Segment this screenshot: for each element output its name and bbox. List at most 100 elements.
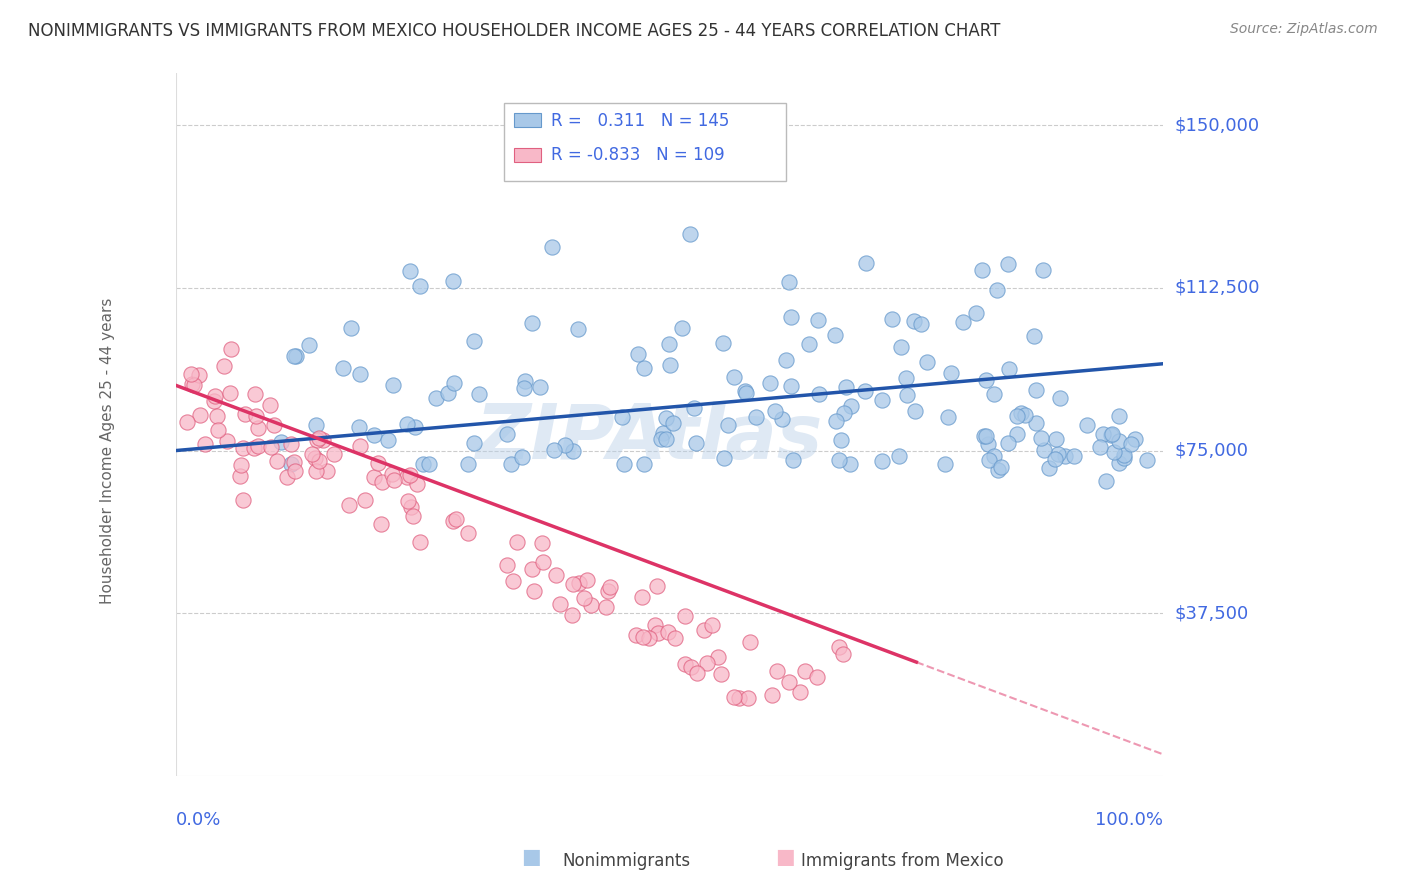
Text: R = -0.833   N = 109: R = -0.833 N = 109 [551, 146, 724, 164]
Point [1123, 432, 1146, 446]
Point [363, 428, 385, 442]
Point [713, 450, 735, 465]
Point [986, 283, 1008, 297]
Bar [513, 148, 541, 162]
Point [332, 361, 354, 376]
Point [349, 439, 371, 453]
Point [495, 558, 517, 572]
Point [572, 591, 595, 605]
Point [513, 381, 536, 395]
Point [276, 469, 298, 483]
Point [204, 389, 226, 403]
Point [382, 473, 405, 487]
Bar [513, 113, 541, 128]
Point [710, 667, 733, 681]
Point [896, 388, 918, 402]
Point [1038, 460, 1060, 475]
Point [779, 379, 801, 393]
Point [561, 577, 583, 591]
Point [554, 438, 576, 452]
Point [399, 468, 422, 483]
Point [207, 409, 229, 423]
Point [1014, 409, 1036, 423]
Point [1063, 449, 1085, 463]
Text: Source: ZipAtlas.com: Source: ZipAtlas.com [1230, 22, 1378, 37]
Point [941, 366, 963, 380]
Point [679, 227, 702, 242]
Point [229, 468, 252, 483]
Point [219, 385, 242, 400]
Point [409, 278, 432, 293]
Point [312, 434, 335, 448]
Point [183, 378, 205, 392]
Point [1092, 427, 1115, 442]
Point [409, 534, 432, 549]
Point [631, 630, 654, 644]
Text: Nonimmigrants: Nonimmigrants [562, 852, 690, 870]
Point [188, 368, 211, 383]
Point [337, 498, 360, 512]
Point [970, 263, 993, 277]
Point [561, 607, 583, 622]
Point [232, 492, 254, 507]
Point [1119, 436, 1142, 450]
Point [824, 327, 846, 342]
Point [664, 631, 686, 645]
Point [367, 456, 389, 470]
Point [647, 625, 669, 640]
Point [180, 367, 202, 381]
Point [232, 441, 254, 455]
Point [1108, 456, 1130, 470]
Point [717, 417, 740, 432]
Point [233, 408, 256, 422]
Point [610, 409, 633, 424]
Point [828, 640, 851, 655]
Point [436, 385, 458, 400]
Point [977, 437, 1000, 451]
Point [936, 409, 959, 424]
Point [1022, 329, 1045, 343]
Point [696, 656, 718, 670]
Point [633, 457, 655, 471]
Point [596, 584, 619, 599]
Point [835, 380, 858, 394]
Point [686, 666, 709, 681]
Point [745, 410, 768, 425]
FancyBboxPatch shape [503, 103, 786, 181]
Point [396, 417, 419, 431]
Point [977, 453, 1000, 467]
Point [1049, 391, 1071, 405]
Point [683, 401, 706, 415]
Point [349, 367, 371, 381]
Point [890, 340, 912, 354]
Text: Householder Income Ages 25 - 44 years: Householder Income Ages 25 - 44 years [100, 297, 114, 604]
Point [1104, 445, 1126, 459]
Point [280, 437, 302, 451]
Text: $112,500: $112,500 [1175, 279, 1260, 297]
Point [305, 417, 328, 432]
Text: ZIPAtlas: ZIPAtlas [477, 401, 824, 475]
Point [655, 410, 678, 425]
Point [825, 414, 848, 428]
Point [1112, 448, 1135, 462]
Point [567, 576, 589, 591]
Point [259, 398, 281, 412]
Point [657, 625, 679, 640]
Point [1032, 442, 1054, 457]
Point [266, 454, 288, 468]
Point [903, 403, 925, 417]
Point [499, 457, 522, 471]
Point [506, 535, 529, 549]
Point [765, 404, 787, 418]
Point [806, 670, 828, 684]
Point [246, 439, 269, 453]
Point [215, 434, 238, 448]
Point [973, 428, 995, 442]
Point [283, 349, 305, 363]
Point [655, 432, 678, 446]
Point [347, 419, 370, 434]
Point [1032, 263, 1054, 277]
Point [1076, 417, 1098, 432]
Point [398, 494, 420, 508]
Point [1108, 409, 1130, 423]
